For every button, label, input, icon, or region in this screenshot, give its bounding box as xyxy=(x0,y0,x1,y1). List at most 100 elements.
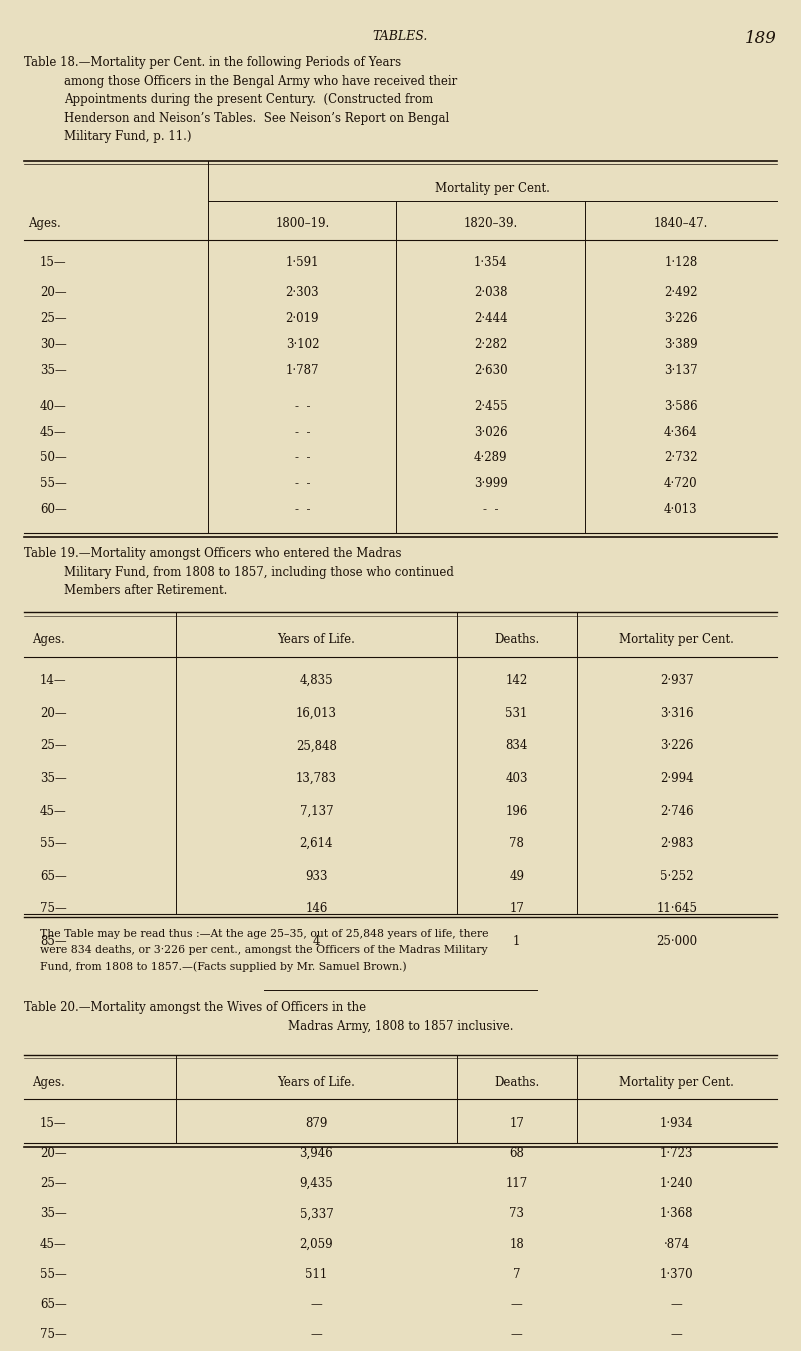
Text: 142: 142 xyxy=(505,674,528,688)
Text: 25—: 25— xyxy=(40,1177,66,1190)
Text: 2·746: 2·746 xyxy=(660,804,694,817)
Text: 834: 834 xyxy=(505,739,528,753)
Text: Ages.: Ages. xyxy=(28,216,61,230)
Text: 35—: 35— xyxy=(40,771,66,785)
Text: 1: 1 xyxy=(513,935,521,948)
Text: 45—: 45— xyxy=(40,1238,66,1251)
Text: 5,337: 5,337 xyxy=(300,1208,333,1220)
Text: 2·303: 2·303 xyxy=(286,286,319,300)
Text: 2·455: 2·455 xyxy=(474,400,507,413)
Text: 50—: 50— xyxy=(40,451,66,465)
Text: Table 18.—Mortality per Cent. in the following Periods of Years: Table 18.—Mortality per Cent. in the fol… xyxy=(24,55,401,69)
Text: TABLES.: TABLES. xyxy=(372,30,429,43)
Text: 73: 73 xyxy=(509,1208,524,1220)
Text: 1820–39.: 1820–39. xyxy=(464,216,517,230)
Text: Henderson and Neison’s Tables.  See Neison’s Report on Bengal: Henderson and Neison’s Tables. See Neiso… xyxy=(64,112,449,124)
Text: 4·364: 4·364 xyxy=(664,426,698,439)
Text: 13,783: 13,783 xyxy=(296,771,337,785)
Text: —: — xyxy=(511,1328,522,1342)
Text: 75—: 75— xyxy=(40,902,66,916)
Text: 11·645: 11·645 xyxy=(656,902,698,916)
Text: 65—: 65— xyxy=(40,870,66,882)
Text: 65—: 65— xyxy=(40,1298,66,1312)
Text: 40—: 40— xyxy=(40,400,66,413)
Text: 25—: 25— xyxy=(40,312,66,326)
Text: —: — xyxy=(671,1298,682,1312)
Text: 2·492: 2·492 xyxy=(664,286,698,300)
Text: Appointments during the present Century.  (Constructed from: Appointments during the present Century.… xyxy=(64,93,433,107)
Text: Members after Retirement.: Members after Retirement. xyxy=(64,585,227,597)
Text: 35—: 35— xyxy=(40,363,66,377)
Text: 75—: 75— xyxy=(40,1328,66,1342)
Text: 3·316: 3·316 xyxy=(660,707,694,720)
Text: Mortality per Cent.: Mortality per Cent. xyxy=(619,634,735,646)
Text: 4,835: 4,835 xyxy=(300,674,333,688)
Text: Deaths.: Deaths. xyxy=(494,1075,539,1089)
Text: 2·444: 2·444 xyxy=(474,312,507,326)
Text: 15—: 15— xyxy=(40,1116,66,1129)
Text: 1·370: 1·370 xyxy=(660,1267,694,1281)
Text: Table 20.—Mortality amongst the Wives of Officers in the: Table 20.—Mortality amongst the Wives of… xyxy=(24,1001,366,1015)
Text: 25,848: 25,848 xyxy=(296,739,337,753)
Text: 49: 49 xyxy=(509,870,524,882)
Text: Table 19.—Mortality amongst Officers who entered the Madras: Table 19.—Mortality amongst Officers who… xyxy=(24,547,401,561)
Text: 1·240: 1·240 xyxy=(660,1177,694,1190)
Text: 3·389: 3·389 xyxy=(664,338,698,351)
Text: Years of Life.: Years of Life. xyxy=(277,634,356,646)
Text: 511: 511 xyxy=(305,1267,328,1281)
Text: 4·013: 4·013 xyxy=(664,503,698,516)
Text: 146: 146 xyxy=(305,902,328,916)
Text: 4·720: 4·720 xyxy=(664,477,698,490)
Text: were 834 deaths, or 3·226 per cent., amongst the Officers of the Madras Military: were 834 deaths, or 3·226 per cent., amo… xyxy=(40,946,488,955)
Text: 2·983: 2·983 xyxy=(660,838,694,850)
Text: ·874: ·874 xyxy=(664,1238,690,1251)
Text: 1·128: 1·128 xyxy=(664,257,698,269)
Text: 3·999: 3·999 xyxy=(473,477,508,490)
Text: Mortality per Cent.: Mortality per Cent. xyxy=(619,1075,735,1089)
Text: —: — xyxy=(311,1298,322,1312)
Text: 1·591: 1·591 xyxy=(286,257,319,269)
Text: 5·252: 5·252 xyxy=(660,870,694,882)
Text: 2·630: 2·630 xyxy=(474,363,507,377)
Text: 30—: 30— xyxy=(40,338,66,351)
Text: Ages.: Ages. xyxy=(32,634,65,646)
Text: 2,614: 2,614 xyxy=(300,838,333,850)
Text: 2,059: 2,059 xyxy=(300,1238,333,1251)
Text: 3,946: 3,946 xyxy=(300,1147,333,1159)
Text: 196: 196 xyxy=(505,804,528,817)
Text: 1·354: 1·354 xyxy=(474,257,507,269)
Text: 2·019: 2·019 xyxy=(286,312,319,326)
Text: Years of Life.: Years of Life. xyxy=(277,1075,356,1089)
Text: 4·289: 4·289 xyxy=(474,451,507,465)
Text: 25—: 25— xyxy=(40,739,66,753)
Text: 45—: 45— xyxy=(40,426,66,439)
Text: 17: 17 xyxy=(509,902,524,916)
Text: Military Fund, from 1808 to 1857, including those who continued: Military Fund, from 1808 to 1857, includ… xyxy=(64,566,454,578)
Text: 17: 17 xyxy=(509,1116,524,1129)
Text: 78: 78 xyxy=(509,838,524,850)
Text: 2·994: 2·994 xyxy=(660,771,694,785)
Text: 35—: 35— xyxy=(40,1208,66,1220)
Text: 1·934: 1·934 xyxy=(660,1116,694,1129)
Text: Madras Army, 1808 to 1857 inclusive.: Madras Army, 1808 to 1857 inclusive. xyxy=(288,1020,513,1034)
Text: 2·937: 2·937 xyxy=(660,674,694,688)
Text: 3·026: 3·026 xyxy=(474,426,507,439)
Text: 117: 117 xyxy=(505,1177,528,1190)
Text: 15—: 15— xyxy=(40,257,66,269)
Text: 933: 933 xyxy=(305,870,328,882)
Text: 531: 531 xyxy=(505,707,528,720)
Text: -  -: - - xyxy=(295,451,310,465)
Text: 3·137: 3·137 xyxy=(664,363,698,377)
Text: 9,435: 9,435 xyxy=(300,1177,333,1190)
Text: 3·226: 3·226 xyxy=(660,739,694,753)
Text: 2·732: 2·732 xyxy=(664,451,698,465)
Text: 189: 189 xyxy=(745,30,777,47)
Text: -  -: - - xyxy=(295,477,310,490)
Text: 879: 879 xyxy=(305,1116,328,1129)
Text: The Table may be read thus :—At the age 25–35, out of 25,848 years of life, ther: The Table may be read thus :—At the age … xyxy=(40,929,489,939)
Text: 3·102: 3·102 xyxy=(286,338,319,351)
Text: 7,137: 7,137 xyxy=(300,804,333,817)
Text: 2·282: 2·282 xyxy=(474,338,507,351)
Text: -  -: - - xyxy=(295,503,310,516)
Text: 18: 18 xyxy=(509,1238,524,1251)
